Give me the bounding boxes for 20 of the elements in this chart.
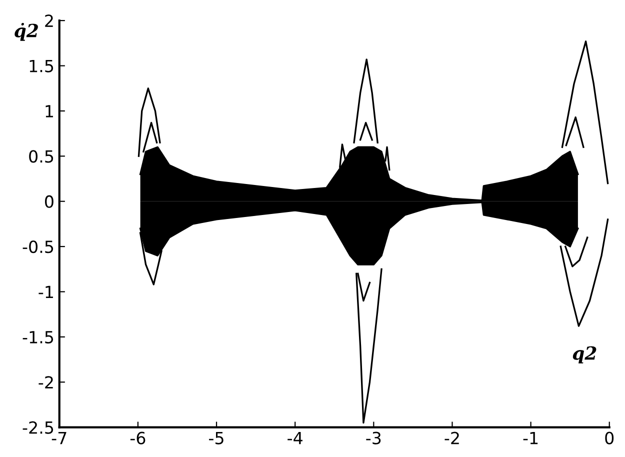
y-tick-label: 1.5	[30, 60, 54, 72]
y-tick-label: -1.5	[22, 331, 54, 344]
y-tick-label: -2.5	[22, 421, 54, 434]
x-tick-label: -6	[130, 432, 146, 444]
y-tick-label: 2	[45, 14, 53, 27]
y-axis-title: q̇2	[14, 22, 38, 41]
x-tick-label: -5	[209, 432, 224, 444]
x-tick-label: -7	[52, 432, 66, 444]
y-tick-label: -2	[38, 376, 53, 388]
x-tick-label: -2	[444, 432, 459, 444]
x-tick-label: -4	[288, 432, 302, 444]
y-tick-label: -1	[38, 286, 53, 298]
y-tick-label: 0	[45, 195, 54, 208]
x-tick-label: -3	[366, 432, 381, 444]
y-tick-label: 0.5	[29, 150, 54, 163]
x-axis-title: q2	[572, 346, 596, 364]
x-tick-label: 0	[605, 432, 614, 444]
y-tick-label: -0.5	[22, 240, 54, 254]
y-tick-label: 1	[46, 105, 53, 118]
x-tick-label: -1	[523, 432, 538, 444]
